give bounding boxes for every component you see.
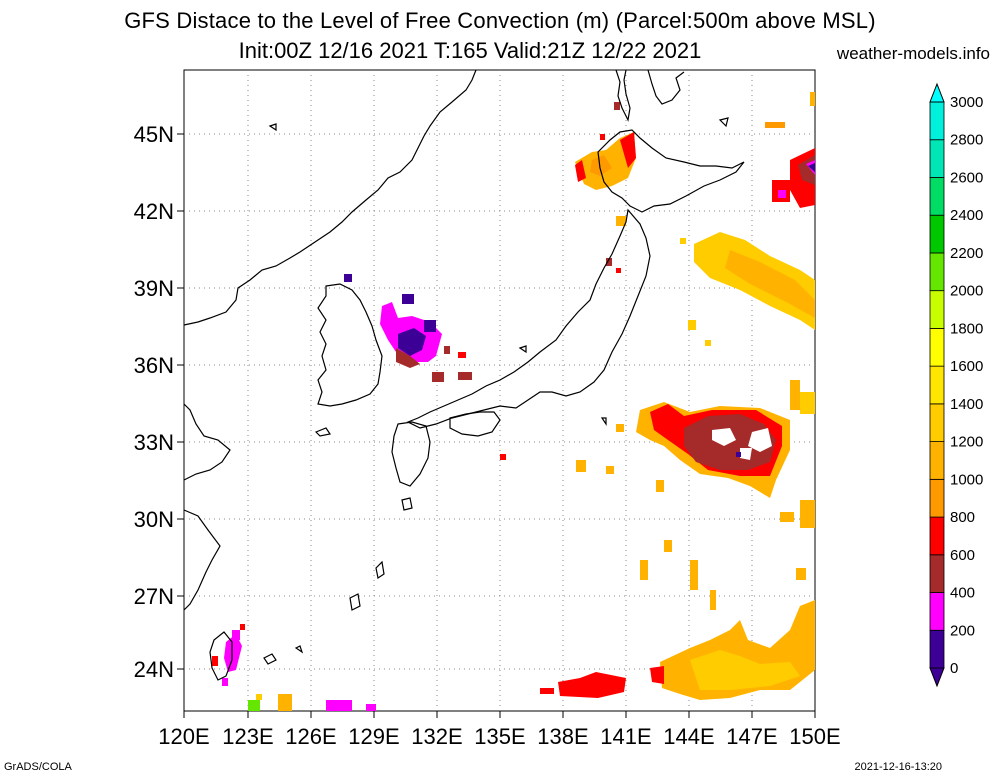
- lon-label: 141E: [600, 724, 651, 749]
- colorbar: 0 200 400 600 800 1000 1200 1400 1600 1800 2000 220…: [929, 82, 983, 688]
- lon-label: 126E: [285, 724, 336, 749]
- colorbar-label: 400: [950, 585, 975, 602]
- lat-label: 30N: [134, 507, 174, 532]
- colorbar-segment: [929, 629, 945, 669]
- lat-label: 24N: [134, 657, 174, 682]
- colorbar-label: 3000: [950, 94, 983, 111]
- lon-label: 132E: [411, 724, 462, 749]
- lon-label: 129E: [348, 724, 399, 749]
- axis-ticks: [177, 133, 816, 718]
- site-credit: weather-models.info: [836, 44, 990, 63]
- colorbar-label: 200: [950, 622, 975, 639]
- map-subtitle: Init:00Z 12/16 2021 T:165 Valid:21Z 12/2…: [238, 38, 702, 63]
- lon-label: 147E: [726, 724, 777, 749]
- colorbar-segment: [929, 290, 945, 329]
- colorbar-label: 2800: [950, 132, 983, 149]
- latitude-labels: 45N 42N 39N 36N 33N 30N 27N 24N: [134, 122, 174, 682]
- colorbar-segment: [929, 252, 945, 292]
- lat-label: 27N: [134, 584, 174, 609]
- colorbar-segment: [929, 214, 945, 254]
- lon-label: 120E: [158, 724, 209, 749]
- colorbar-label: 1400: [950, 396, 983, 413]
- colorbar-label: 2200: [950, 245, 983, 262]
- lfc-shading: [212, 92, 815, 711]
- colorbar-label: 800: [950, 509, 975, 526]
- colorbar-segment: [929, 478, 945, 518]
- footer-credit: GrADS/COLA: [4, 761, 72, 773]
- colorbar-min-arrow: [929, 667, 945, 688]
- colorbar-label: 1200: [950, 434, 983, 451]
- lon-label: 138E: [537, 724, 588, 749]
- lat-label: 42N: [134, 199, 174, 224]
- colorbar-segment: [929, 327, 945, 367]
- colorbar-label: 2000: [950, 283, 983, 300]
- lat-label: 39N: [134, 276, 174, 301]
- colorbar-segment: [929, 441, 945, 480]
- colorbar-label: 1800: [950, 320, 983, 337]
- lat-label: 45N: [134, 122, 174, 147]
- colorbar-segment: [929, 403, 945, 443]
- colorbar-segment: [929, 139, 945, 178]
- longitude-labels: 120E 123E 126E 129E 132E 135E 138E 141E …: [158, 724, 840, 749]
- colorbar-segment: [929, 592, 945, 631]
- colorbar-segment: [929, 516, 945, 556]
- colorbar-segment: [929, 177, 945, 216]
- colorbar-label: 0: [950, 660, 958, 677]
- colorbar-label: 1600: [950, 358, 983, 375]
- lon-label: 135E: [474, 724, 525, 749]
- colorbar-label: 2600: [950, 169, 983, 186]
- coastlines: [183, 69, 745, 681]
- colorbar-segment: [929, 554, 945, 593]
- lon-label: 123E: [222, 724, 273, 749]
- lat-label: 36N: [134, 353, 174, 378]
- lat-label: 33N: [134, 430, 174, 455]
- map-title: GFS Distace to the Level of Free Convect…: [124, 8, 876, 33]
- footer-timestamp: 2021-12-16-13:20: [854, 761, 942, 773]
- lon-label: 144E: [663, 724, 714, 749]
- colorbar-max-arrow: [929, 82, 945, 103]
- colorbar-segment: [929, 365, 945, 405]
- lon-label: 150E: [789, 724, 840, 749]
- colorbar-label: 2400: [950, 207, 983, 224]
- colorbar-label: 1000: [950, 471, 983, 488]
- colorbar-label: 600: [950, 547, 975, 564]
- colorbar-segment: [929, 101, 945, 141]
